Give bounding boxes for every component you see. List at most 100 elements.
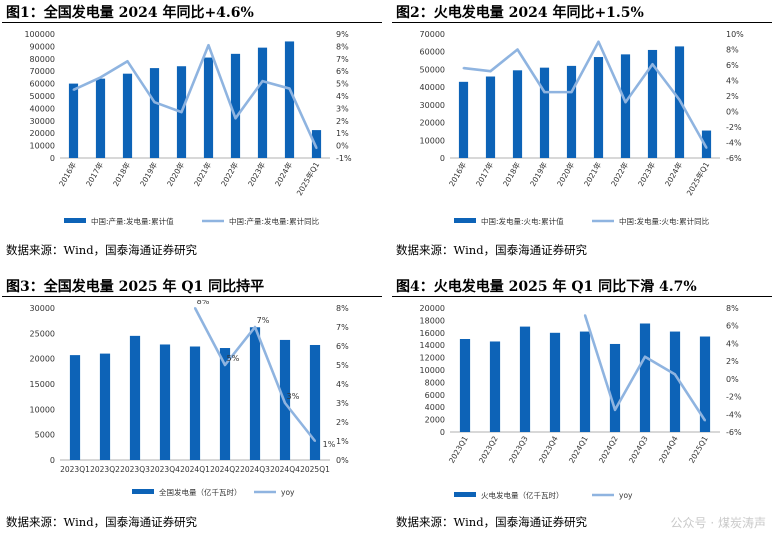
- legend-line-label: 中国:产量:发电量:累计同比: [229, 216, 320, 226]
- line-point: [489, 70, 492, 73]
- line-point: [99, 76, 102, 79]
- y2-tick-label: 7%: [336, 323, 349, 332]
- figure-title: 图2：火电发电量 2024 年同比+1.5%: [396, 5, 644, 21]
- line-point: [704, 419, 706, 422]
- x-tick-label: 2024Q4: [270, 465, 300, 474]
- y-tick-label: 14000: [420, 341, 445, 350]
- x-tick-label: 2022年: [608, 160, 630, 188]
- x-tick-label: 2024年: [272, 160, 294, 188]
- x-tick-label: 2023Q4: [537, 434, 560, 464]
- bar: [122, 73, 133, 158]
- y-tick-label: 18000: [420, 316, 445, 325]
- y-tick-label: 50000: [30, 92, 55, 101]
- x-tick-label: 2023Q3: [120, 465, 150, 474]
- x-tick-label: 2023Q4: [150, 465, 180, 474]
- legend-bar-label: 全国发电量（亿千瓦时）: [159, 487, 242, 497]
- y-tick-label: 70000: [420, 30, 445, 39]
- x-tick-label: 2024Q4: [657, 434, 680, 464]
- y2-tick-label: 10%: [726, 30, 744, 39]
- y-tick-label: 4000: [425, 403, 445, 412]
- y-tick-label: 10000: [30, 142, 55, 151]
- line-point: [674, 373, 676, 376]
- bar: [95, 78, 106, 158]
- y-tick-label: 16000: [420, 329, 445, 338]
- y-tick-label: 2000: [425, 416, 445, 425]
- y2-tick-label: -2%: [726, 393, 742, 402]
- x-tick-label: 2024Q3: [627, 434, 650, 464]
- y2-tick-label: -6%: [726, 154, 742, 163]
- bar: [230, 53, 241, 159]
- line-point: [261, 80, 264, 83]
- figure-panel-4: 图4：火电发电量 2025 年 Q1 同比下滑 4.7% 0 2000 4000 60…: [392, 274, 772, 542]
- bar: [669, 331, 681, 432]
- y2-tick-label: 0%: [336, 142, 349, 151]
- y2-tick-label: 6%: [336, 342, 349, 351]
- x-tick-label: 2024Q3: [240, 465, 270, 474]
- y2-tick-label: -2%: [726, 123, 742, 132]
- chart-svg-4: 0 2000 4000 6000 8000 10000 12000 14000 16000 180…: [420, 304, 742, 500]
- x-tick-label: 2024Q1: [567, 434, 590, 464]
- line-point: [254, 326, 256, 328]
- source-note: 数据来源：Wind，国泰海通证券研究: [396, 243, 588, 257]
- line-point: [126, 60, 129, 63]
- bar: [485, 76, 496, 158]
- chart-svg-3: 0500010000150002000025000300000%1%2%3%4%…: [30, 300, 350, 497]
- y-tick-label: 25000: [30, 329, 55, 338]
- y-tick-label: 60000: [30, 80, 55, 89]
- x-tick-label: 2024Q1: [180, 465, 210, 474]
- y2-tick-label: 7%: [336, 55, 349, 64]
- y2-tick-label: 2%: [726, 92, 739, 101]
- bar: [539, 67, 550, 158]
- x-tick-label: 2018年: [110, 160, 132, 188]
- y-tick-label: 80000: [30, 55, 55, 64]
- x-tick-label: 2023年: [245, 160, 267, 188]
- y-tick-label: 0: [440, 154, 445, 163]
- data-label: 5%: [227, 354, 240, 363]
- x-tick-label: 2025Q1: [687, 434, 710, 464]
- x-tick-label: 2021年: [191, 160, 213, 188]
- line-point: [624, 101, 627, 104]
- x-tick-label: 2017年: [83, 160, 105, 188]
- bar: [458, 81, 469, 158]
- data-label: 8%: [197, 300, 210, 306]
- y2-tick-label: 8%: [336, 304, 349, 313]
- bar: [68, 83, 79, 158]
- title-rule: [2, 296, 382, 297]
- y2-tick-label: 0%: [336, 456, 349, 465]
- line-point: [180, 111, 183, 114]
- bar: [149, 68, 160, 158]
- line-point: [584, 314, 586, 317]
- yoy-line: [463, 40, 708, 149]
- x-tick-label: 2024年: [662, 160, 684, 188]
- y-tick-label: 10000: [420, 136, 445, 145]
- line-point: [314, 440, 316, 442]
- y2-tick-label: 6%: [726, 61, 739, 70]
- figure-panel-2: 图2：火电发电量 2024 年同比+1.5% 0 10000 20000 30000 4…: [392, 0, 772, 268]
- bar: [620, 54, 631, 158]
- x-tick-label: 2025年Q1: [684, 160, 711, 197]
- x-tick-label: 2024Q2: [597, 434, 620, 464]
- legend-bar-swatch: [454, 218, 476, 223]
- y-tick-label: 20000: [420, 304, 445, 313]
- y-tick-label: 6000: [425, 391, 445, 400]
- y2-tick-label: 3%: [336, 399, 349, 408]
- bar: [699, 336, 711, 432]
- y-tick-label: 15000: [30, 380, 55, 389]
- data-label: 3%: [287, 392, 300, 401]
- bar: [159, 344, 171, 460]
- line-point: [644, 355, 646, 358]
- title-rule: [392, 22, 772, 23]
- x-tick-label: 2017年: [473, 160, 495, 188]
- x-tick-label: 2022年: [218, 160, 240, 188]
- bar: [579, 331, 591, 432]
- y-tick-label: 30000: [30, 304, 55, 313]
- y-tick-label: 90000: [30, 42, 55, 51]
- y2-tick-label: 0%: [726, 108, 739, 117]
- y-tick-label: 12000: [420, 354, 445, 363]
- x-tick-label: 2016年: [446, 160, 468, 188]
- line-point: [284, 402, 286, 404]
- y-tick-label: 0: [440, 428, 445, 437]
- x-tick-label: 2023Q1: [447, 434, 470, 464]
- line-point: [224, 364, 226, 366]
- bar: [593, 57, 604, 158]
